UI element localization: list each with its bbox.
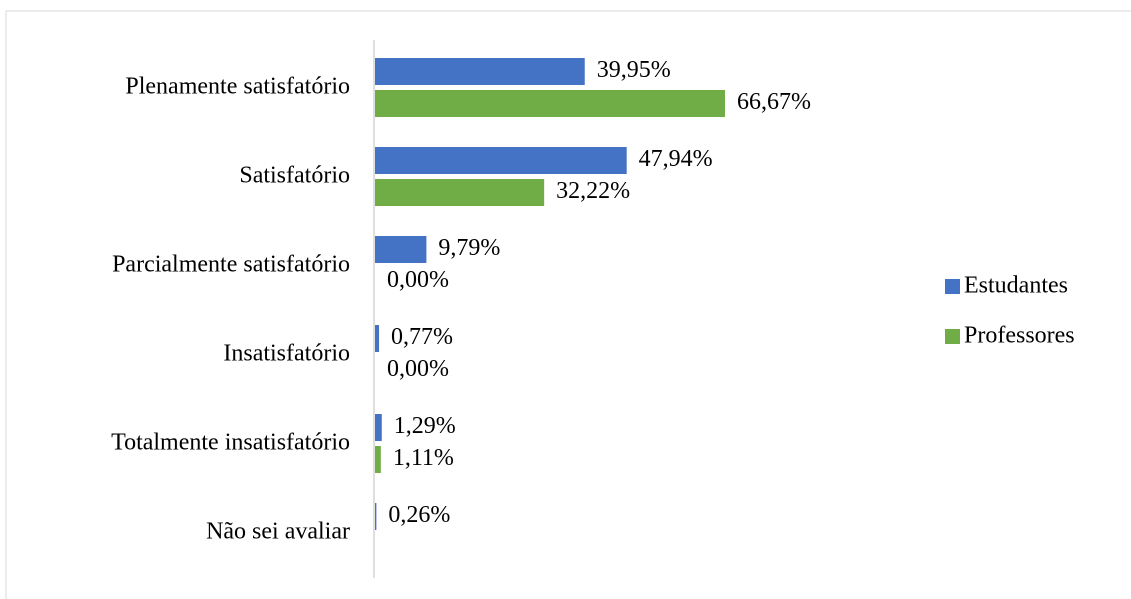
category-label: Satisfatório: [239, 163, 350, 189]
value-label: 0,00%: [387, 356, 449, 382]
bar: [375, 446, 381, 473]
value-label: 0,00%: [387, 267, 449, 293]
legend-swatch: [945, 279, 960, 294]
category-label: Plenamente satisfatório: [125, 74, 350, 100]
category-label: Não sei avaliar: [206, 519, 350, 545]
value-label: 39,95%: [597, 57, 671, 83]
value-label: 1,11%: [393, 445, 454, 471]
value-label: 0,77%: [391, 324, 453, 350]
bar: [375, 236, 427, 263]
value-label: 47,94%: [639, 146, 713, 172]
value-label: 32,22%: [556, 178, 630, 204]
bar: [375, 503, 377, 530]
bar: [375, 179, 545, 206]
legend-label: Estudantes: [964, 273, 1068, 299]
legend-label: Professores: [964, 323, 1075, 349]
bar: [375, 90, 726, 117]
value-label: 1,29%: [394, 413, 456, 439]
category-label: Insatisfatório: [223, 341, 350, 367]
bar: [375, 414, 382, 441]
chart-border: [5, 10, 1131, 599]
category-label: Totalmente insatisfatório: [111, 430, 350, 456]
value-label: 0,26%: [388, 502, 450, 528]
legend-swatch: [945, 329, 960, 344]
category-label: Parcialmente satisfatório: [112, 252, 350, 278]
bar: [375, 147, 627, 174]
bar: [375, 325, 380, 352]
value-label: 66,67%: [737, 89, 811, 115]
bar: [375, 58, 585, 85]
value-label: 9,79%: [438, 235, 500, 261]
